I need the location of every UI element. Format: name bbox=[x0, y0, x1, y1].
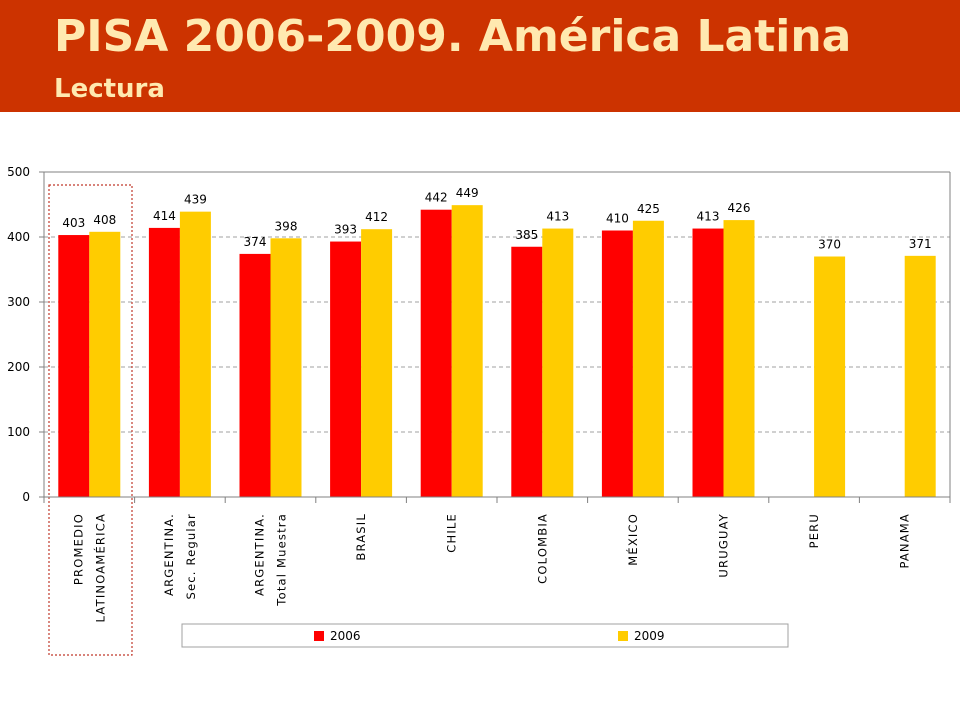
bar-2009 bbox=[814, 256, 846, 497]
bar-2009 bbox=[451, 205, 483, 497]
category-label: LATINOAMÉRICA bbox=[92, 513, 107, 622]
category-label: Sec. Regular bbox=[184, 513, 198, 600]
bar-2009 bbox=[904, 255, 936, 497]
category-label: COLOMBIA bbox=[535, 513, 549, 584]
page-title: PISA 2006-2009. América Latina bbox=[54, 11, 852, 62]
data-label: 425 bbox=[637, 202, 660, 216]
data-label: 408 bbox=[93, 213, 116, 227]
category-label: PROMEDIO bbox=[71, 513, 85, 585]
legend-label: 2006 bbox=[330, 629, 361, 643]
bar-2006 bbox=[330, 241, 362, 497]
category-label: Total Muestra bbox=[275, 513, 289, 607]
data-label: 413 bbox=[546, 210, 569, 224]
category-label: BRASIL bbox=[354, 513, 368, 561]
bar-2006 bbox=[601, 230, 633, 497]
page-subtitle: Lectura bbox=[54, 74, 165, 104]
data-label: 370 bbox=[818, 238, 841, 252]
data-label: 403 bbox=[62, 216, 85, 230]
legend-swatch-2009 bbox=[618, 631, 628, 641]
data-label: 412 bbox=[365, 210, 388, 224]
data-label: 398 bbox=[275, 219, 298, 233]
bar-2009 bbox=[89, 231, 121, 498]
bar-2009 bbox=[723, 220, 755, 497]
bar-2009 bbox=[542, 228, 574, 498]
legend-label: 2009 bbox=[634, 629, 665, 643]
y-tick-label: 200 bbox=[7, 360, 30, 374]
data-label: 442 bbox=[425, 191, 448, 205]
bar-2006 bbox=[420, 209, 452, 497]
y-tick-label: 300 bbox=[7, 295, 30, 309]
bar-2009 bbox=[270, 238, 302, 498]
category-label: ARGENTINA. bbox=[253, 513, 267, 596]
data-label: 371 bbox=[909, 237, 932, 251]
bar-2006 bbox=[58, 235, 90, 498]
category-label: MÉXICO bbox=[625, 513, 640, 566]
category-label: PANAMA bbox=[898, 513, 912, 569]
bar-2006 bbox=[511, 246, 543, 497]
category-label: URUGUAY bbox=[717, 513, 731, 578]
y-tick-label: 400 bbox=[7, 230, 30, 244]
legend-box bbox=[181, 623, 789, 648]
data-label: 410 bbox=[606, 212, 629, 226]
bar-2006 bbox=[148, 227, 180, 497]
category-label: PERU bbox=[807, 513, 821, 548]
bar-2006 bbox=[692, 228, 724, 498]
data-label: 374 bbox=[244, 235, 267, 249]
title-bar: PISA 2006-2009. América Latina Lectura bbox=[0, 0, 960, 112]
bar-2009 bbox=[361, 229, 393, 497]
y-tick-label: 500 bbox=[7, 165, 30, 179]
data-label: 426 bbox=[728, 201, 751, 215]
data-label: 439 bbox=[184, 193, 207, 207]
bar-chart: 403 414 374 393 442 385 410 413 408 439 398 412 449 4… bbox=[7, 165, 951, 656]
data-label: 393 bbox=[334, 223, 357, 237]
bar-2006 bbox=[239, 253, 271, 497]
category-label: CHILE bbox=[445, 513, 459, 553]
bar-2009 bbox=[179, 211, 211, 497]
bar-2009 bbox=[632, 220, 664, 497]
y-tick-label: 100 bbox=[7, 425, 30, 439]
category-label: ARGENTINA. bbox=[162, 513, 176, 596]
data-label: 385 bbox=[515, 228, 538, 242]
highlight-box bbox=[48, 184, 133, 656]
data-label: 414 bbox=[153, 209, 176, 223]
legend-swatch-2006 bbox=[314, 631, 324, 641]
y-tick-label: 0 bbox=[22, 490, 30, 504]
data-label: 413 bbox=[697, 210, 720, 224]
data-label: 449 bbox=[456, 186, 479, 200]
